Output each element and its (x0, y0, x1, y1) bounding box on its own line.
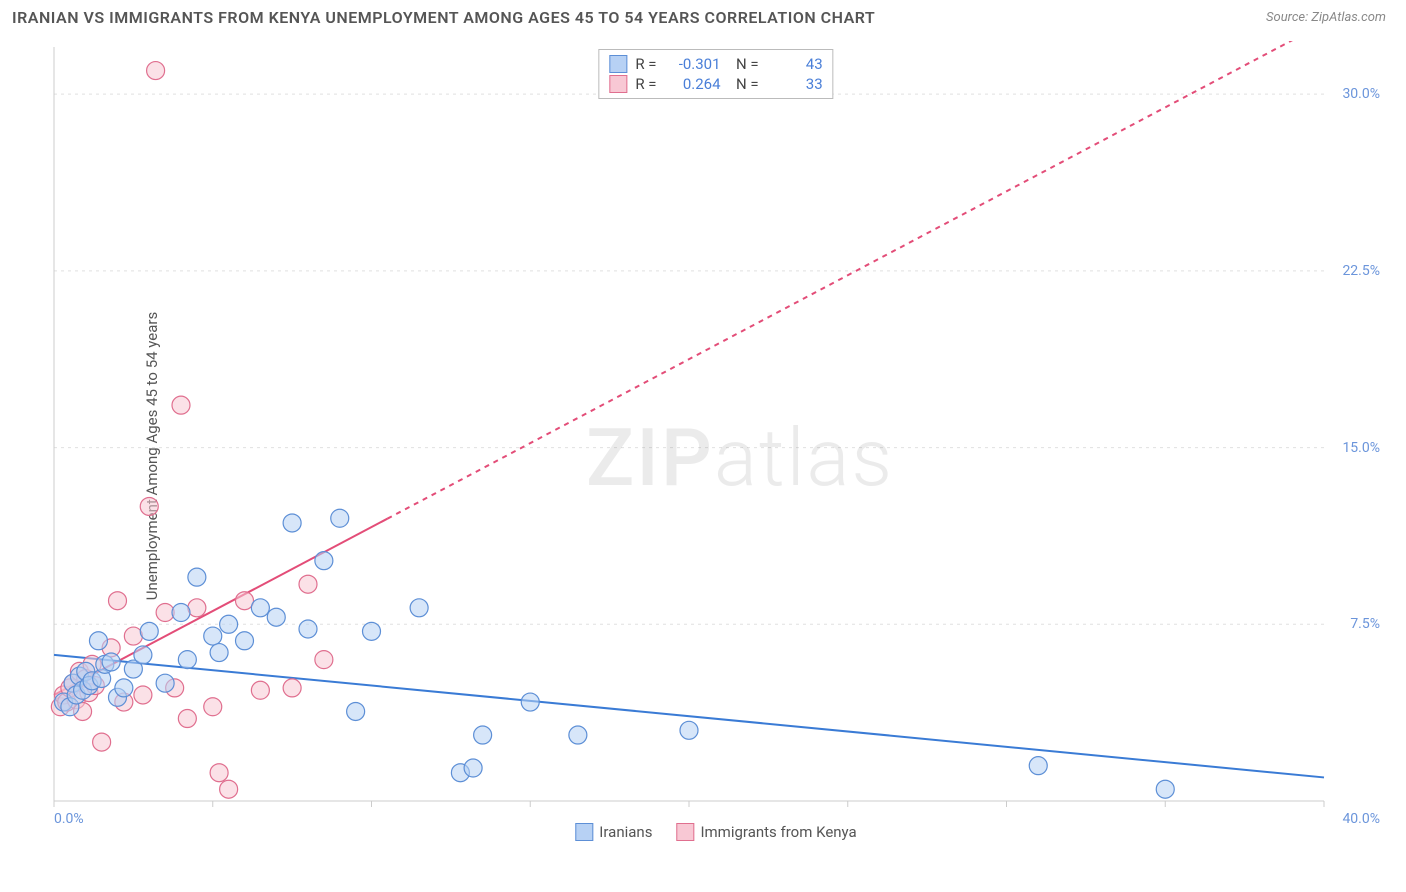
y-tick-label: 15.0% (1342, 440, 1380, 456)
chart-svg (46, 41, 1386, 841)
swatch-kenya (609, 75, 627, 93)
r-value-kenya: 0.264 (665, 75, 721, 93)
y-tick-label: 7.5% (1350, 616, 1380, 632)
chart-source: Source: ZipAtlas.com (1266, 10, 1386, 25)
y-tick-label: 30.0% (1342, 86, 1380, 102)
x-tick-label: 40.0% (1342, 811, 1380, 827)
swatch-kenya (676, 823, 694, 841)
swatch-iranians (609, 55, 627, 73)
chart-title: IRANIAN VS IMMIGRANTS FROM KENYA UNEMPLO… (12, 8, 875, 27)
y-tick-label: 22.5% (1342, 263, 1380, 279)
stats-row-iranians: R = -0.301 N = 43 (609, 54, 822, 74)
legend-label-iranians: Iranians (599, 823, 652, 841)
r-label: R = (635, 55, 656, 73)
bottom-legend: Iranians Immigrants from Kenya (575, 823, 856, 841)
chart-container: Unemployment Among Ages 45 to 54 years Z… (0, 31, 1406, 881)
legend-item-kenya: Immigrants from Kenya (676, 823, 856, 841)
n-value-kenya: 33 (767, 75, 823, 93)
stats-legend: R = -0.301 N = 43 R = 0.264 N = 33 (598, 49, 833, 99)
x-tick-label: 0.0% (54, 811, 84, 827)
r-value-iranians: -0.301 (665, 55, 721, 73)
n-value-iranians: 43 (767, 55, 823, 73)
legend-item-iranians: Iranians (575, 823, 652, 841)
stats-row-kenya: R = 0.264 N = 33 (609, 74, 822, 94)
n-label: N = (729, 75, 759, 93)
chart-header: IRANIAN VS IMMIGRANTS FROM KENYA UNEMPLO… (0, 0, 1406, 31)
plot-area: ZIPatlas R = -0.301 N = 43 R = 0.264 N =… (46, 41, 1386, 841)
swatch-iranians (575, 823, 593, 841)
n-label: N = (729, 55, 759, 73)
legend-label-kenya: Immigrants from Kenya (700, 823, 856, 841)
r-label: R = (635, 75, 656, 93)
